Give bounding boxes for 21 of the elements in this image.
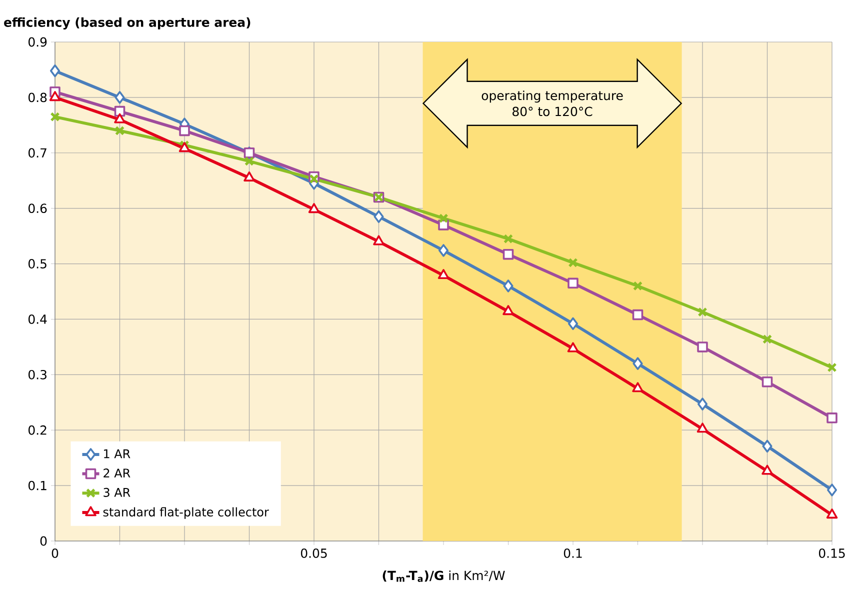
y-tick-label: 0.3 (28, 370, 46, 380)
y-tick-label: 0.9 (28, 37, 47, 47)
y-tick-label: 0.7 (28, 148, 46, 158)
y-tick-label: 0.6 (28, 204, 47, 214)
band-label: operating temperature 80° to 120°C (482, 90, 623, 116)
y-tick-label: 0.2 (28, 425, 46, 435)
y-tick-label: 0.8 (28, 92, 47, 102)
x-tick-label: 0 (52, 548, 58, 558)
y-tick-label: 0.5 (28, 259, 46, 268)
y-tick-label: 0.1 (28, 480, 46, 490)
text: (T$_{m}$-T$_{a}$)/G in Km²/W (382, 570, 505, 582)
x-tick-label: 0.1 (564, 548, 582, 558)
x-tick-label: 0.05 (300, 548, 327, 558)
y-tick-label: 0 (40, 536, 47, 546)
y-axis-title: efficiency (based on aperture area) (4, 17, 250, 30)
x-tick-label: 0.15 (818, 548, 845, 558)
legend-label: 1 AR (104, 449, 130, 458)
legend-label: standard flat-plate collector (103, 507, 269, 519)
y-tick-label: 0.4 (28, 314, 47, 324)
legend-label: 2 AR (104, 468, 130, 478)
legend-label: 3 AR (104, 488, 130, 497)
